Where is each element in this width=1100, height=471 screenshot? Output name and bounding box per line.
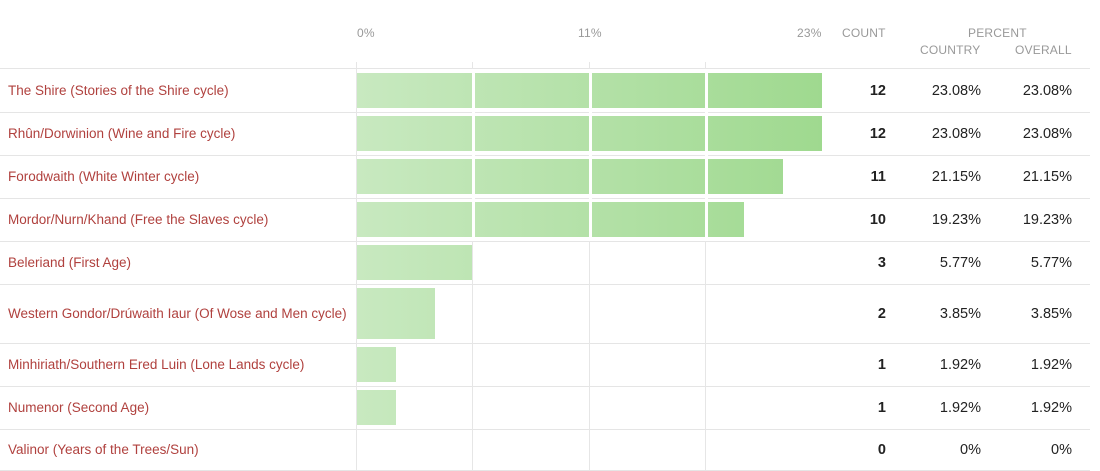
count-cell: 3: [877, 254, 886, 271]
table-row: Forodwaith (White Winter cycle) 11 21.15% 2…: [0, 155, 1090, 199]
country-percent-cell: 19.23%: [931, 211, 981, 228]
table-row: Rhûn/Dorwinion (Wine and Fire cycle) 12 23…: [0, 112, 1090, 156]
table-row: Western Gondor/Drúwaith Iaur (Of Wose an…: [0, 284, 1090, 344]
overall-percent-cell: 3.85%: [1030, 305, 1072, 322]
overall-percent-cell: 23.08%: [1022, 82, 1072, 99]
bar: [357, 288, 435, 339]
row-label: Valinor (Years of the Trees/Sun): [8, 429, 348, 470]
row-label: Minhiriath/Southern Ered Luin (Lone Land…: [8, 343, 348, 386]
gridline: [589, 62, 590, 470]
row-label: Mordor/Nurn/Khand (Free the Slaves cycle…: [8, 198, 348, 241]
count-cell: 2: [877, 305, 886, 322]
table-row: Numenor (Second Age) 1 1.92% 1.92%: [0, 386, 1090, 430]
row-label-link[interactable]: Valinor (Years of the Trees/Sun): [8, 442, 199, 457]
bar-separator: [705, 69, 708, 241]
row-label-link[interactable]: Numenor (Second Age): [8, 400, 150, 415]
row-label-link[interactable]: Minhiriath/Southern Ered Luin (Lone Land…: [8, 357, 305, 372]
overall-percent-cell: 21.15%: [1022, 168, 1072, 185]
percent-header: PERCENT: [968, 26, 1027, 40]
country-percent-cell: 0%: [960, 441, 981, 458]
gridline: [705, 62, 706, 470]
country-percent-cell: 23.08%: [931, 82, 981, 99]
country-percent-cell: 5.77%: [939, 254, 981, 271]
axis-tick-23: 23%: [797, 26, 822, 40]
row-label: Numenor (Second Age): [8, 386, 348, 429]
row-label: The Shire (Stories of the Shire cycle): [8, 69, 348, 112]
table-row: Beleriand (First Age) 3 5.77% 5.77%: [0, 241, 1090, 285]
overall-header: OVERALL: [1015, 43, 1072, 57]
bar: [357, 245, 473, 280]
bar: [357, 202, 744, 237]
bar: [357, 390, 396, 425]
overall-percent-cell: 23.08%: [1022, 125, 1072, 142]
bar: [357, 159, 783, 194]
bar-separator: [472, 69, 475, 241]
gridline: [356, 62, 357, 470]
count-cell: 1: [877, 356, 886, 373]
country-percent-cell: 1.92%: [939, 399, 981, 416]
table-row: Mordor/Nurn/Khand (Free the Slaves cycle…: [0, 198, 1090, 242]
count-cell: 10: [869, 211, 886, 228]
row-label-link[interactable]: Rhûn/Dorwinion (Wine and Fire cycle): [8, 126, 236, 141]
axis-tick-0: 0%: [357, 26, 375, 40]
table-row: Valinor (Years of the Trees/Sun) 0 0% 0%: [0, 429, 1090, 471]
row-label-link[interactable]: Beleriand (First Age): [8, 255, 132, 270]
country-percent-cell: 3.85%: [939, 305, 981, 322]
axis-tick-11: 11%: [578, 26, 602, 40]
overall-percent-cell: 19.23%: [1022, 211, 1072, 228]
row-label-link[interactable]: The Shire (Stories of the Shire cycle): [8, 83, 229, 98]
count-header: COUNT: [842, 26, 886, 40]
row-label-link[interactable]: Mordor/Nurn/Khand (Free the Slaves cycle…: [8, 212, 269, 227]
overall-percent-cell: 1.92%: [1030, 399, 1072, 416]
row-label-link[interactable]: Forodwaith (White Winter cycle): [8, 169, 200, 184]
table-row: Minhiriath/Southern Ered Luin (Lone Land…: [0, 343, 1090, 387]
row-label: Western Gondor/Drúwaith Iaur (Of Wose an…: [8, 284, 348, 343]
country-percent-cell: 23.08%: [931, 125, 981, 142]
count-cell: 12: [869, 82, 886, 99]
count-cell: 12: [869, 125, 886, 142]
row-label: Forodwaith (White Winter cycle): [8, 155, 348, 198]
row-label: Rhûn/Dorwinion (Wine and Fire cycle): [8, 112, 348, 155]
bar: [357, 347, 396, 382]
count-cell: 0: [877, 441, 886, 458]
row-label-link[interactable]: Western Gondor/Drúwaith Iaur (Of Wose an…: [8, 306, 347, 321]
country-percent-cell: 21.15%: [931, 168, 981, 185]
row-label: Beleriand (First Age): [8, 241, 348, 284]
bar-separator: [589, 69, 592, 241]
count-cell: 11: [870, 168, 886, 185]
table-row: The Shire (Stories of the Shire cycle) 12…: [0, 69, 1090, 113]
header-divider: [0, 68, 1090, 69]
gridline: [472, 62, 473, 470]
overall-percent-cell: 5.77%: [1030, 254, 1072, 271]
country-header: COUNTRY: [920, 43, 981, 57]
overall-percent-cell: 0%: [1051, 441, 1072, 458]
country-percent-cell: 1.92%: [939, 356, 981, 373]
overall-percent-cell: 1.92%: [1030, 356, 1072, 373]
count-cell: 1: [877, 399, 886, 416]
